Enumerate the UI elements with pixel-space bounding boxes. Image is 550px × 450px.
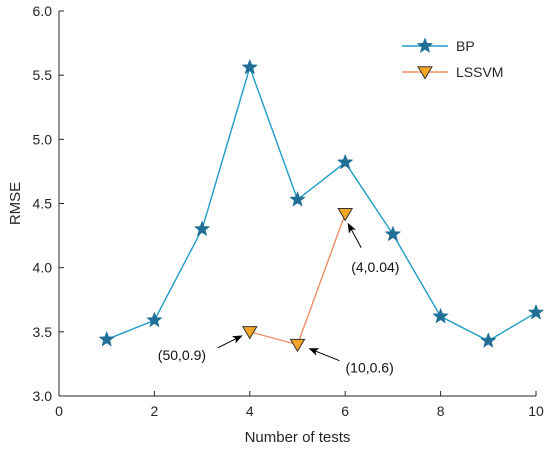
series-bp: [98, 58, 545, 348]
legend-item-lssvm: LSSVM: [402, 64, 503, 80]
annotation-label: (50,0.9): [158, 347, 206, 363]
axes: 0 2 4 6 8 10 3.0 3.5 4.0 4.5 5.0 5.5 6.0: [33, 3, 544, 419]
data-point-lssvm: [289, 338, 306, 353]
legend-marker: [416, 37, 434, 54]
series-line-bp: [106, 65, 537, 342]
data-point-lssvm: [337, 208, 354, 222]
annotation-arrow: [347, 222, 362, 249]
y-tick-label: 5.0: [33, 131, 53, 147]
data-point-bp: [241, 58, 259, 75]
y-tick-label: 4.0: [33, 260, 53, 276]
data-point-bp: [432, 307, 449, 324]
series-layer: [98, 58, 545, 353]
y-tick-label: 3.0: [33, 388, 53, 404]
legend: BP LSSVM: [402, 37, 503, 80]
x-tick-label: 8: [437, 403, 445, 419]
data-point-bp: [480, 332, 497, 348]
x-tick-label: 6: [341, 403, 349, 419]
legend-label: BP: [456, 38, 475, 54]
y-tick-label: 6.0: [33, 3, 53, 19]
data-point-bp: [98, 330, 115, 347]
y-axis-label: RMSE: [7, 182, 24, 225]
series-lssvm: [241, 208, 354, 353]
data-point-bp: [384, 225, 402, 242]
x-axis-label: Number of tests: [245, 429, 351, 446]
data-point-lssvm: [241, 326, 258, 340]
data-point-bp: [289, 190, 306, 207]
legend-label: LSSVM: [456, 64, 503, 80]
x-tick-label: 10: [528, 403, 544, 419]
data-point-bp: [193, 220, 211, 237]
legend-item-bp: BP: [402, 37, 475, 54]
y-tick-label: 3.5: [33, 324, 53, 340]
data-point-bp: [336, 153, 354, 170]
series-line-lssvm: [249, 213, 346, 346]
annotation-layer: (50,0.9) (10,0.6) (4,0.04): [158, 222, 399, 376]
y-tick-label: 4.5: [33, 196, 53, 212]
annotation-arrow: [217, 335, 243, 349]
x-tick-label: 0: [55, 403, 63, 419]
data-point-bp: [527, 303, 545, 320]
legend-marker: [417, 66, 433, 80]
x-tick-label: 4: [246, 403, 254, 419]
annotation-label: (4,0.04): [351, 259, 399, 275]
x-tick-label: 2: [151, 403, 159, 419]
y-tick-label: 5.5: [33, 67, 53, 83]
annotation-label: (10,0.6): [346, 360, 394, 376]
annotation-arrow: [308, 348, 340, 362]
data-point-bp: [146, 311, 163, 328]
